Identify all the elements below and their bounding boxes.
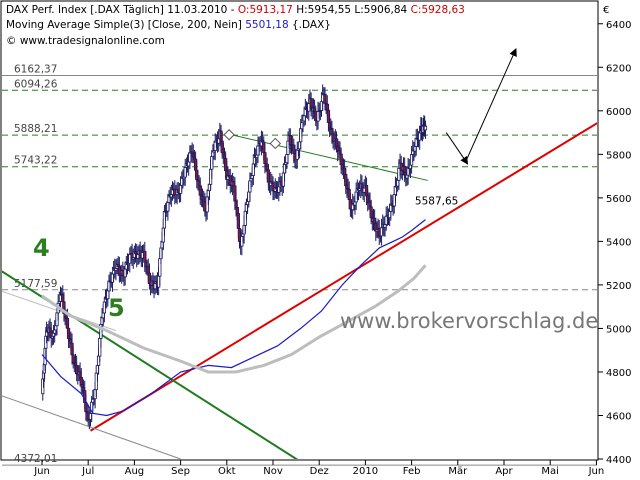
value-annotations: 5587,65 — [415, 196, 458, 208]
series-line-1 — [41, 219, 426, 417]
x-tick-label-5: Nov — [263, 466, 283, 477]
x-tick-label-2: Aug — [125, 466, 145, 477]
forecast-arrow-1 — [466, 48, 517, 159]
forecast-arrow-0 — [445, 132, 469, 165]
trendline-4 — [2, 290, 117, 332]
wave-label-5: 5 — [108, 294, 125, 322]
y-tick-label-5: 5400 — [606, 237, 631, 248]
level-label-0: 6162,37 — [14, 63, 57, 75]
watermark: www.brokervorschlag.de — [340, 309, 598, 333]
x-tick-label-4: Okt — [218, 466, 236, 477]
x-tick-label-0: Jun — [33, 466, 50, 477]
y-axis: 4400 4600 4800 5000 5200 5400 5600 5800 6000 6200… — [598, 20, 631, 466]
y-tick-label-8: 6000 — [606, 107, 631, 118]
level-label-1: 6094,26 — [14, 78, 58, 90]
y-tick-label-3: 5000 — [606, 324, 631, 335]
header-line-1: DAX Perf. Index [.DAX Täglich] 11.03.201… — [6, 4, 465, 16]
currency-symbol: € — [603, 5, 609, 16]
x-tick-label-9: Mär — [448, 466, 468, 477]
x-tick-label-3: Sep — [171, 466, 190, 477]
x-tick-label-6: Dez — [310, 466, 329, 477]
trendline-0 — [89, 122, 597, 432]
level-label-3: 5743,22 — [14, 155, 57, 167]
candle-body — [423, 125, 428, 131]
y-tick-label-0: 4400 — [606, 455, 631, 466]
header-line-2: Moving Average Simple(3) [Close, 200, Ne… — [6, 19, 331, 31]
x-tick-label-10: Apr — [495, 466, 513, 477]
x-tick-label-12: Jun — [588, 466, 605, 477]
x-axis: Jun Jul Aug Sep Okt Nov Dez 2010 Feb Mär Apr Mai Jun — [33, 460, 604, 477]
x-tick-label-11: Mai — [541, 466, 559, 477]
x-tick-label-7: 2010 — [353, 466, 378, 477]
y-tick-label-10: 6400 — [606, 20, 631, 31]
pattern-marker-0 — [223, 129, 235, 141]
plot-frame — [0, 0, 599, 461]
price-series — [41, 84, 428, 430]
y-tick-label-9: 6200 — [606, 63, 631, 74]
y-tick-label-2: 4800 — [606, 368, 631, 379]
x-tick-label-1: Jul — [81, 466, 94, 477]
level-label-5: 4372,01 — [14, 453, 57, 465]
annotation-0: 5587,65 — [415, 196, 458, 208]
y-tick-label-6: 5600 — [606, 194, 631, 205]
wave-label-4: 4 — [33, 234, 50, 262]
y-tick-label-1: 4600 — [606, 411, 631, 422]
pattern-markers — [223, 129, 282, 150]
header-line-3: © www.tradesignalonline.com — [6, 35, 165, 47]
pattern-marker-1 — [269, 137, 282, 150]
x-tick-label-8: Feb — [403, 466, 421, 477]
y-tick-label-7: 5800 — [606, 150, 631, 161]
series-line-2 — [41, 264, 427, 374]
trendline-3 — [2, 395, 181, 459]
level-label-2: 5888,21 — [14, 123, 57, 135]
y-tick-label-4: 5200 — [606, 281, 631, 292]
forecast-arrows — [445, 48, 517, 165]
